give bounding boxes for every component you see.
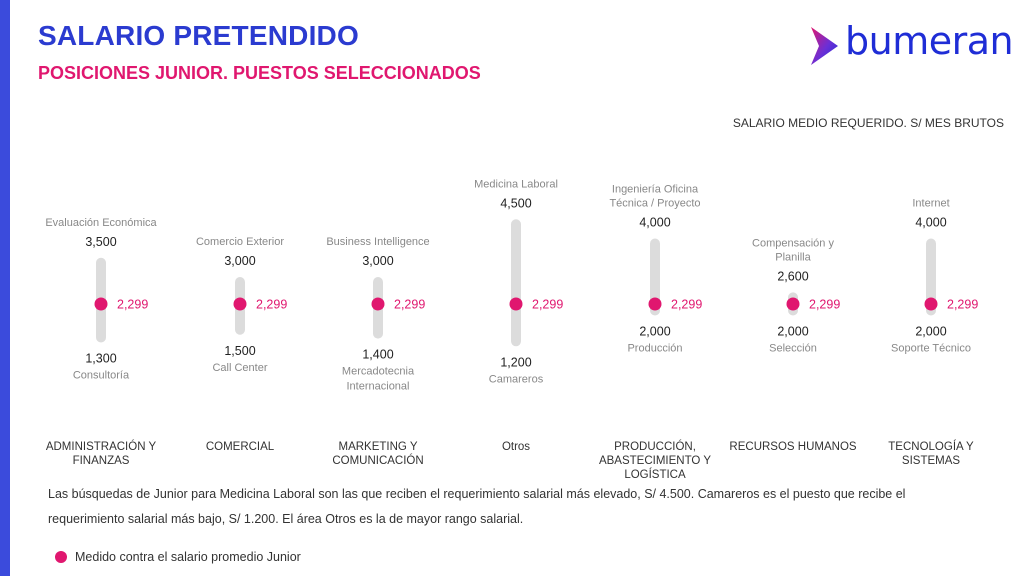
reference-dot [233, 297, 247, 311]
range-bar [650, 238, 660, 316]
category-label: COMERCIAL [206, 441, 275, 453]
min-value-label: 1,500 [224, 344, 255, 358]
axis-unit-label: SALARIO MEDIO REQUERIDO. S/ MES BRUTOS [732, 116, 1004, 130]
min-value-label: 2,000 [639, 325, 670, 339]
bumeran-logo: bumeran [808, 19, 1014, 70]
max-position-label: Ingeniería Oficina Técnica / Proyecto [609, 184, 700, 210]
reference-dot [924, 297, 938, 311]
reference-value-label: 2,299 [394, 298, 425, 312]
max-position-label: Medicina Laboral [474, 178, 558, 190]
max-position-label: Comercio Exterior [196, 236, 284, 248]
logo-text: bumeran [845, 19, 1014, 63]
accent-bar [0, 0, 10, 576]
category-label: PRODUCCIÓN, ABASTECIMIENTO Y LOGÍSTICA [599, 440, 711, 480]
min-value-label: 1,400 [362, 348, 393, 362]
max-value-label: 3,000 [362, 254, 393, 268]
min-position-label: Soporte Técnico [891, 343, 971, 355]
reference-value-label: 2,299 [671, 298, 702, 312]
min-value-label: 2,000 [777, 325, 808, 339]
min-position-label: Producción [627, 343, 682, 355]
legend: Medido contra el salario promedio Junior [55, 550, 301, 564]
min-position-label: Camareros [489, 373, 544, 385]
reference-value-label: 2,299 [532, 298, 563, 312]
category-label: Otros [502, 441, 530, 453]
min-value-label: 2,000 [915, 325, 946, 339]
reference-dot [786, 297, 800, 311]
reference-dot [648, 297, 662, 311]
max-position-label: Evaluación Económica [45, 217, 157, 229]
category-label: MARKETING Y COMUNICACIÓN [332, 441, 423, 467]
category-label: TECNOLOGÍA Y SISTEMAS [888, 440, 974, 467]
max-value-label: 4,000 [915, 216, 946, 230]
salary-range-chart: 2,299 3,500 Evaluación Económica 1,300 Consu… [45, 178, 978, 480]
max-value-label: 3,500 [85, 235, 116, 249]
reference-value-label: 2,299 [256, 298, 287, 312]
max-position-label: Compensación y Planilla [752, 237, 834, 263]
reference-dot [509, 297, 523, 311]
min-value-label: 1,200 [500, 355, 531, 369]
max-value-label: 4,000 [639, 216, 670, 230]
page-title: SALARIO PRETENDIDO [38, 20, 359, 51]
reference-value-label: 2,299 [809, 298, 840, 312]
reference-dot [94, 297, 108, 311]
category-label: RECURSOS HUMANOS [729, 441, 856, 453]
min-position-label: Call Center [212, 362, 267, 374]
min-position-label: Selección [769, 343, 817, 355]
max-value-label: 3,000 [224, 254, 255, 268]
reference-dot [371, 297, 385, 311]
legend-marker [55, 551, 67, 563]
range-bar [511, 219, 521, 347]
boomerang-icon [811, 27, 838, 65]
min-position-label: Mercadotecnia Internacional [342, 366, 415, 393]
legend-label: Medido contra el salario promedio Junior [75, 550, 301, 564]
max-value-label: 4,500 [500, 196, 531, 210]
min-position-label: Consultoría [73, 369, 130, 381]
reference-value-label: 2,299 [117, 298, 148, 312]
reference-value-label: 2,299 [947, 298, 978, 312]
max-position-label: Internet [912, 198, 949, 210]
min-value-label: 1,300 [85, 351, 116, 365]
max-position-label: Business Intelligence [326, 236, 429, 248]
max-value-label: 2,600 [777, 269, 808, 283]
range-bar [926, 238, 936, 316]
category-label: ADMINISTRACIÓN Y FINANZAS [46, 440, 157, 467]
page-subtitle: POSICIONES JUNIOR. PUESTOS SELECCIONADOS [38, 63, 481, 83]
summary-note: Las búsquedas de Junior para Medicina La… [48, 487, 906, 526]
